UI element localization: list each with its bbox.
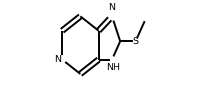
Text: NH: NH	[106, 63, 120, 72]
Text: N: N	[54, 55, 61, 64]
Text: S: S	[133, 37, 139, 46]
Text: N: N	[108, 3, 116, 12]
